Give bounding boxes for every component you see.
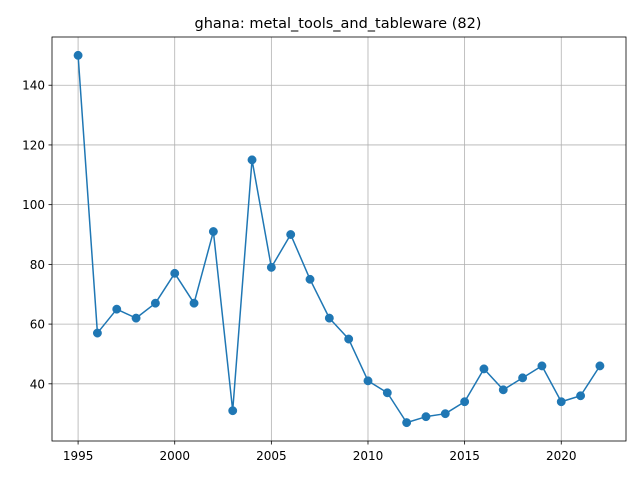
series-line bbox=[77, 55, 601, 424]
data-point bbox=[247, 155, 257, 165]
x-tick-label: 2010 bbox=[353, 449, 384, 463]
x-tick-label: 1995 bbox=[63, 449, 94, 463]
data-point bbox=[421, 412, 431, 422]
data-point bbox=[305, 274, 315, 284]
x-tick-label: 2020 bbox=[546, 449, 577, 463]
data-point bbox=[402, 418, 412, 428]
data-point bbox=[479, 364, 489, 374]
x-tick-label: 2000 bbox=[159, 449, 190, 463]
data-point bbox=[363, 376, 373, 386]
data-point bbox=[576, 391, 586, 401]
y-tick-label: 40 bbox=[30, 377, 45, 391]
chart-title: ghana: metal_tools_and_tableware (82) bbox=[195, 16, 482, 32]
data-point bbox=[344, 334, 354, 344]
data-point bbox=[112, 304, 122, 314]
data-point bbox=[92, 328, 102, 338]
data-point bbox=[286, 230, 296, 239]
y-tick-label: 140 bbox=[22, 79, 45, 93]
plot-frame bbox=[51, 36, 627, 442]
y-tick-label: 120 bbox=[22, 138, 45, 152]
data-point bbox=[73, 50, 83, 60]
grid bbox=[52, 37, 626, 441]
data-point bbox=[150, 298, 160, 308]
data-point bbox=[460, 397, 470, 407]
data-point bbox=[324, 313, 334, 323]
data-point bbox=[518, 373, 528, 383]
data-point bbox=[556, 397, 566, 407]
data-point bbox=[131, 313, 141, 323]
data-point bbox=[228, 406, 238, 416]
data-point bbox=[440, 409, 450, 419]
data-point bbox=[382, 388, 392, 398]
data-point bbox=[208, 227, 218, 236]
x-tick-label: 2015 bbox=[449, 449, 480, 463]
y-tick-label: 100 bbox=[22, 198, 45, 212]
data-point bbox=[170, 268, 180, 278]
data-point bbox=[498, 385, 508, 395]
data-point bbox=[595, 361, 605, 371]
data-point bbox=[189, 298, 199, 308]
axes: 1995 2000 2005 2010 2015 2020 40 60 80 100 120 140 bbox=[22, 36, 627, 463]
x-tick-label: 2005 bbox=[256, 449, 287, 463]
y-tick-label: 80 bbox=[30, 258, 45, 272]
series bbox=[73, 50, 605, 428]
data-point bbox=[537, 361, 547, 371]
data-point bbox=[266, 262, 276, 272]
y-tick-label: 60 bbox=[30, 318, 45, 332]
